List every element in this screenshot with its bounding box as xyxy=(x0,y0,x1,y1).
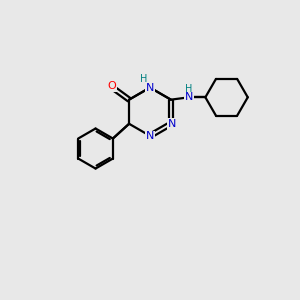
Text: O: O xyxy=(107,81,116,92)
Text: H: H xyxy=(185,84,192,94)
Text: H: H xyxy=(140,74,147,84)
Text: N: N xyxy=(146,131,154,142)
Text: N: N xyxy=(146,82,154,93)
Text: N: N xyxy=(185,92,194,102)
Text: N: N xyxy=(168,119,176,129)
